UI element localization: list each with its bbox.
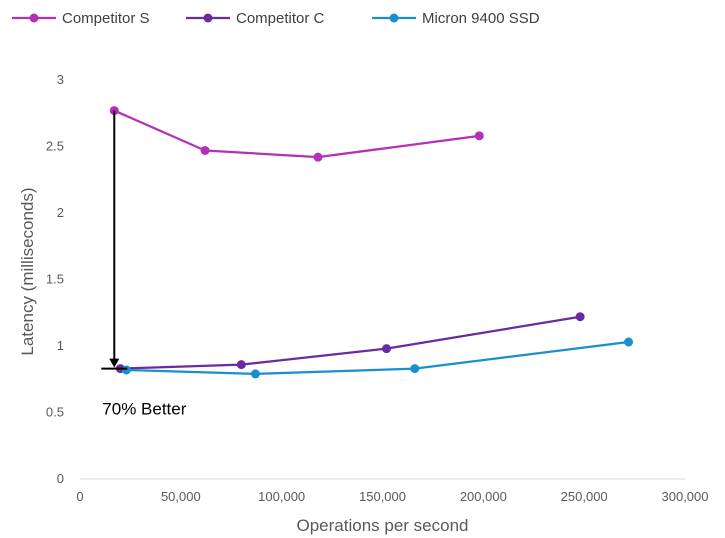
series-competitor-s xyxy=(109,106,484,162)
y-axis-ticks: 0 0.5 1 1.5 2 2.5 3 xyxy=(46,72,64,486)
annotation-layer: 70% Better xyxy=(101,110,187,419)
x-axis-ticks: 0 50,000 100,000 150,000 200,000 250,000 300,0… xyxy=(76,489,708,504)
series-line xyxy=(120,315,581,370)
x-tick-label: 200,000 xyxy=(460,489,507,504)
data-point xyxy=(236,360,246,370)
y-tick-label: 0 xyxy=(57,471,64,486)
x-tick-label: 250,000 xyxy=(561,489,608,504)
data-point xyxy=(624,337,634,347)
x-axis-title: Operations per second xyxy=(297,516,469,535)
annotation-label: 70% Better xyxy=(102,400,186,419)
series-line xyxy=(113,109,480,159)
legend-item: Competitor C xyxy=(186,10,325,27)
series-layer xyxy=(109,106,634,379)
x-tick-label: 150,000 xyxy=(359,489,406,504)
y-tick-label: 2.5 xyxy=(46,139,64,154)
annotation-arrow-head xyxy=(109,358,120,368)
legend-item: Micron 9400 SSD xyxy=(372,10,540,27)
legend-label: Competitor C xyxy=(236,10,325,27)
y-tick-label: 3 xyxy=(57,72,64,87)
legend-item: Competitor S xyxy=(12,10,150,27)
legend: Competitor S Competitor C Micron 9400 SSD xyxy=(12,10,540,27)
legend-label: Micron 9400 SSD xyxy=(422,10,540,27)
data-point xyxy=(575,312,585,322)
series-competitor-c xyxy=(115,312,585,374)
y-tick-label: 1 xyxy=(57,338,64,353)
legend-swatch-marker xyxy=(389,13,399,23)
x-tick-label: 50,000 xyxy=(161,489,201,504)
data-point xyxy=(474,131,484,141)
series-line xyxy=(126,340,629,376)
legend-swatch-marker xyxy=(203,13,213,23)
y-tick-label: 0.5 xyxy=(46,405,64,420)
legend-label: Competitor S xyxy=(62,10,150,27)
data-point xyxy=(121,365,131,375)
data-point xyxy=(382,344,392,354)
y-tick-label: 2 xyxy=(57,205,64,220)
series-micron-9400-ssd xyxy=(121,337,634,379)
data-point xyxy=(250,369,260,379)
x-tick-label: 300,000 xyxy=(662,489,709,504)
x-tick-label: 0 xyxy=(76,489,83,504)
y-tick-label: 1.5 xyxy=(46,272,64,287)
data-point xyxy=(313,152,323,162)
legend-swatch-marker xyxy=(29,13,39,23)
data-point xyxy=(200,145,210,155)
x-tick-label: 100,000 xyxy=(258,489,305,504)
data-point xyxy=(410,364,420,374)
y-axis-title: Latency (milliseconds) xyxy=(18,187,37,355)
